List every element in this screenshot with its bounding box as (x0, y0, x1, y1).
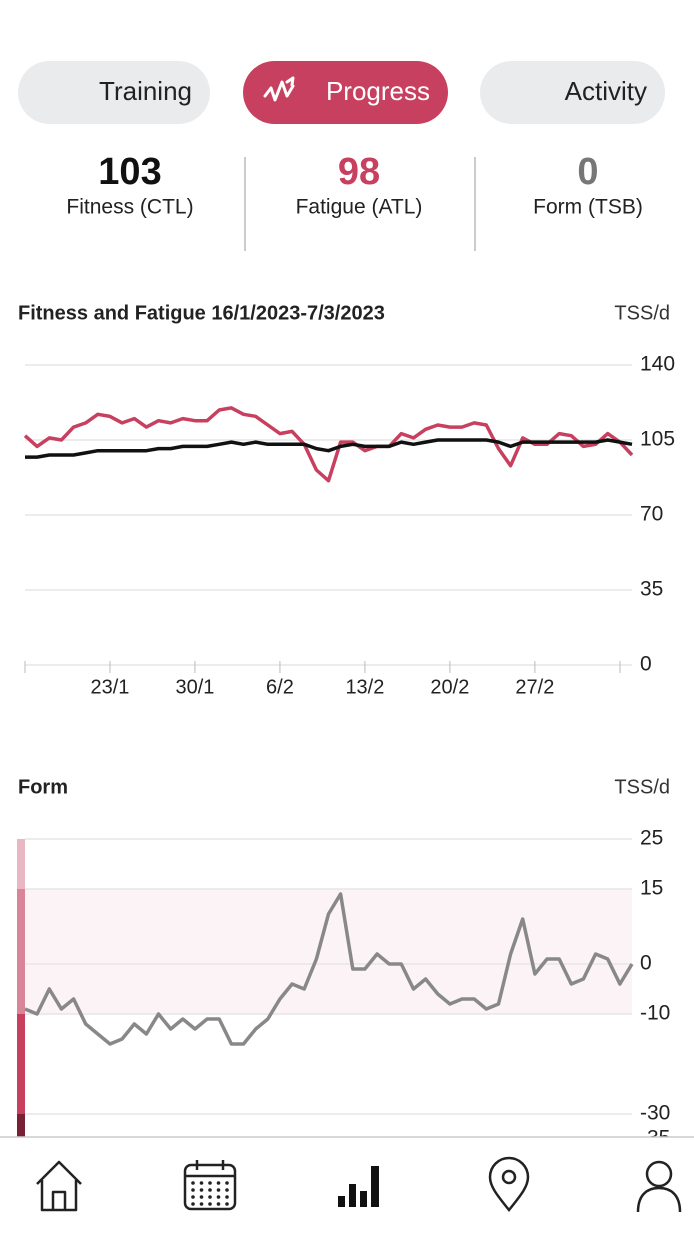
zone-bar (17, 1014, 25, 1114)
stat-label: Fitness (CTL) (66, 196, 193, 219)
zone (25, 889, 632, 1014)
calendar-icon-part (183, 1163, 237, 1211)
zone-bar (17, 839, 25, 889)
progress-nav-icon[interactable] (338, 1166, 379, 1207)
stat-label: Fatigue (ATL) (296, 196, 423, 219)
bottom-nav (0, 1136, 694, 1235)
tab-label: Progress (326, 76, 430, 106)
x-tick-label: 23/1 (91, 676, 130, 698)
series-line (23, 406, 634, 483)
chart-title: Form (18, 776, 68, 798)
x-tick-label: 6/2 (266, 676, 294, 698)
calendar-icon-part (191, 1181, 195, 1185)
zone-bar (17, 1114, 25, 1139)
calendar-icon-part (216, 1202, 221, 1206)
home-icon[interactable] (36, 1160, 82, 1212)
y-tick-label: 70 (640, 503, 663, 526)
y-tick-label: -10 (640, 1002, 670, 1025)
calendar-icon-part (208, 1188, 212, 1192)
calendar-icon-part (208, 1181, 212, 1185)
chart-title: Fitness and Fatigue 16/1/2023-7/3/2023 (18, 302, 385, 324)
tab[interactable]: Training (18, 61, 210, 124)
tab[interactable]: Activity (480, 61, 665, 124)
calendar-icon-part (216, 1181, 221, 1185)
home-icon-part (36, 1160, 82, 1212)
calendar-icon-part (191, 1195, 195, 1199)
calendar-icon-part (199, 1202, 204, 1206)
y-tick-label: 15 (640, 877, 663, 900)
y-tick-label: 25 (640, 827, 663, 850)
tab-label: Training (99, 76, 192, 106)
stat-value: 103 (98, 151, 161, 193)
map-icon[interactable] (488, 1156, 530, 1212)
calendar-icon-part (208, 1202, 212, 1206)
progress-nav-icon-part (338, 1196, 345, 1207)
progress-icon (263, 76, 295, 102)
calendar-icon-part (216, 1195, 221, 1199)
progress-nav-icon-part (360, 1191, 367, 1207)
y-tick-label: 140 (640, 353, 675, 376)
calendar-icon[interactable] (183, 1160, 237, 1211)
unit-label: TSS/d (614, 302, 670, 324)
map-icon-part (488, 1156, 530, 1212)
calendar-icon-part (199, 1188, 204, 1192)
calendar-icon-part (208, 1195, 212, 1199)
calendar-icon-part (225, 1195, 229, 1199)
progress-nav-icon-part (349, 1184, 356, 1207)
series-line (24, 892, 634, 1046)
calendar-icon-part (191, 1188, 195, 1192)
x-tick-label: 27/2 (515, 676, 554, 698)
map-icon-part (501, 1169, 517, 1185)
series-line (25, 438, 633, 459)
y-tick-label: 105 (640, 428, 675, 451)
tab[interactable]: Progress (243, 61, 448, 124)
stat-value: 98 (338, 151, 380, 193)
y-tick-label: 0 (640, 653, 652, 676)
tab-pill (18, 61, 210, 124)
tab-pill (480, 61, 665, 124)
unit-label: TSS/d (614, 776, 670, 798)
stat-label: Form (TSB) (533, 196, 643, 219)
stat-value: 0 (577, 151, 598, 193)
x-tick-label: 20/2 (430, 676, 469, 698)
profile-icon[interactable] (636, 1160, 682, 1213)
tab-pill (243, 61, 448, 124)
zone-bar (17, 889, 25, 1014)
calendar-icon-part (225, 1202, 229, 1206)
calendar-icon-part (216, 1188, 221, 1192)
y-tick-label: -30 (640, 1102, 670, 1125)
profile-icon-part (645, 1160, 673, 1188)
profile-icon-part (636, 1186, 682, 1213)
tab-label: Activity (565, 76, 647, 106)
calendar-icon-part (225, 1188, 229, 1192)
calendar-icon-part (199, 1195, 204, 1199)
calendar-icon-part (199, 1181, 204, 1185)
calendar-icon-part (225, 1181, 229, 1185)
x-tick-label: 30/1 (175, 676, 214, 698)
y-tick-label: 0 (640, 952, 652, 975)
calendar-icon-part (191, 1202, 195, 1206)
progress-nav-icon-part (371, 1166, 379, 1207)
x-tick-label: 13/2 (345, 676, 384, 698)
y-tick-label: 35 (640, 578, 663, 601)
nav-bg (0, 1137, 694, 1235)
